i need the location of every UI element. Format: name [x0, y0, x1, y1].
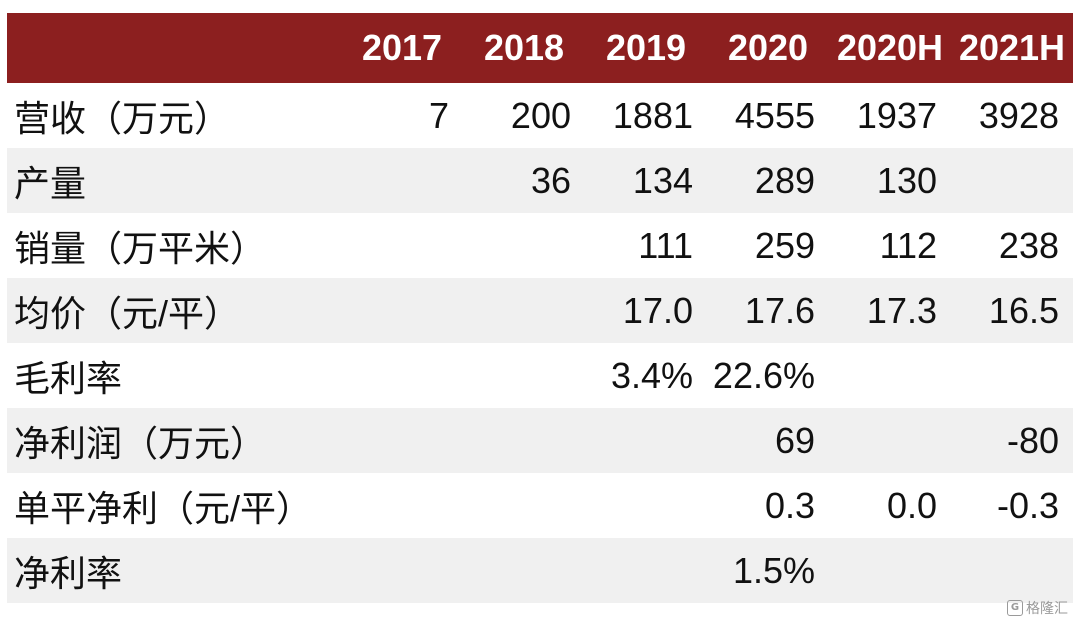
table-cell: 112	[879, 224, 937, 266]
table-cell: 1937	[856, 94, 937, 136]
table-cell	[951, 538, 1073, 603]
table-cell	[463, 473, 585, 538]
header-cell-2018: 2018	[483, 27, 565, 68]
table-row-revenue: 营收（万元） 7 200 1881 4555 1937 3928	[7, 83, 1073, 148]
table-cell: 16.5	[988, 289, 1059, 331]
table-cell: 200	[510, 94, 571, 136]
table-cell	[341, 408, 463, 473]
header-cell-label	[7, 13, 341, 83]
financial-table: 2017 2018 2019 2020 2020H 2021H 营收（万元） 7…	[7, 13, 1073, 603]
header-cell-2017: 2017	[361, 27, 443, 68]
table-cell: 4555	[734, 94, 815, 136]
row-label: 销量（万平米）	[14, 227, 267, 269]
table-cell	[463, 538, 585, 603]
table-cell	[341, 213, 463, 278]
table-cell	[585, 408, 707, 473]
header-cell-2019: 2019	[605, 27, 687, 68]
table-cell: 0.3	[764, 484, 815, 526]
table-cell	[829, 408, 951, 473]
table-cell	[341, 278, 463, 343]
table-cell: 36	[530, 159, 571, 201]
table-cell	[341, 473, 463, 538]
table-cell	[829, 343, 951, 408]
financial-table-container: 2017 2018 2019 2020 2020H 2021H 营收（万元） 7…	[7, 13, 1073, 603]
table-cell: 1.5%	[732, 549, 815, 591]
table-cell: 130	[876, 159, 937, 201]
table-cell: 1881	[612, 94, 693, 136]
watermark: G 格隆汇	[1007, 598, 1068, 618]
table-cell	[463, 278, 585, 343]
table-row-gross-margin: 毛利率 3.4% 22.6%	[7, 343, 1073, 408]
row-label: 净利润（万元）	[14, 422, 267, 464]
table-cell	[341, 538, 463, 603]
table-row-output: 产量 36 134 289 130	[7, 148, 1073, 213]
row-label: 净利率	[14, 552, 123, 594]
header-cell-2021h: 2021H	[958, 27, 1066, 68]
table-cell: 3928	[978, 94, 1059, 136]
table-cell	[463, 408, 585, 473]
table-row-net-margin: 净利率 1.5%	[7, 538, 1073, 603]
table-row-avg-price: 均价（元/平） 17.0 17.6 17.3 16.5	[7, 278, 1073, 343]
table-cell: 69	[774, 419, 815, 461]
table-cell	[341, 343, 463, 408]
table-cell: 259	[754, 224, 815, 266]
table-cell	[951, 148, 1073, 213]
table-cell: 7	[428, 94, 449, 136]
gelonghui-logo-icon: G	[1007, 600, 1023, 616]
watermark-text: 格隆汇	[1026, 601, 1068, 617]
table-cell: 3.4%	[610, 354, 693, 396]
table-cell: 0.0	[886, 484, 937, 526]
row-label: 均价（元/平）	[14, 292, 241, 334]
table-cell: 17.3	[866, 289, 937, 331]
row-label: 单平净利（元/平）	[14, 487, 313, 529]
table-row-net-profit: 净利润（万元） 69 -80	[7, 408, 1073, 473]
table-cell	[951, 343, 1073, 408]
table-cell	[463, 213, 585, 278]
table-cell: 22.6%	[712, 354, 815, 396]
header-cell-2020: 2020	[727, 27, 809, 68]
table-header-row: 2017 2018 2019 2020 2020H 2021H	[7, 13, 1073, 83]
table-cell	[829, 538, 951, 603]
table-cell: -0.3	[996, 484, 1059, 526]
table-cell: 134	[632, 159, 693, 201]
table-cell: 111	[638, 224, 693, 266]
table-cell: 17.0	[622, 289, 693, 331]
table-cell	[585, 473, 707, 538]
table-cell: 17.6	[744, 289, 815, 331]
table-cell: 238	[998, 224, 1059, 266]
table-cell	[585, 538, 707, 603]
row-label: 产量	[14, 162, 87, 204]
row-label: 毛利率	[14, 357, 123, 399]
table-cell	[341, 148, 463, 213]
table-row-net-profit-per-unit: 单平净利（元/平） 0.3 0.0 -0.3	[7, 473, 1073, 538]
table-cell: 289	[754, 159, 815, 201]
table-cell: -80	[1006, 419, 1059, 461]
table-row-sales-volume: 销量（万平米） 111 259 112 238	[7, 213, 1073, 278]
row-label: 营收（万元）	[14, 97, 231, 139]
table-cell	[463, 343, 585, 408]
header-cell-2020h: 2020H	[836, 27, 944, 68]
